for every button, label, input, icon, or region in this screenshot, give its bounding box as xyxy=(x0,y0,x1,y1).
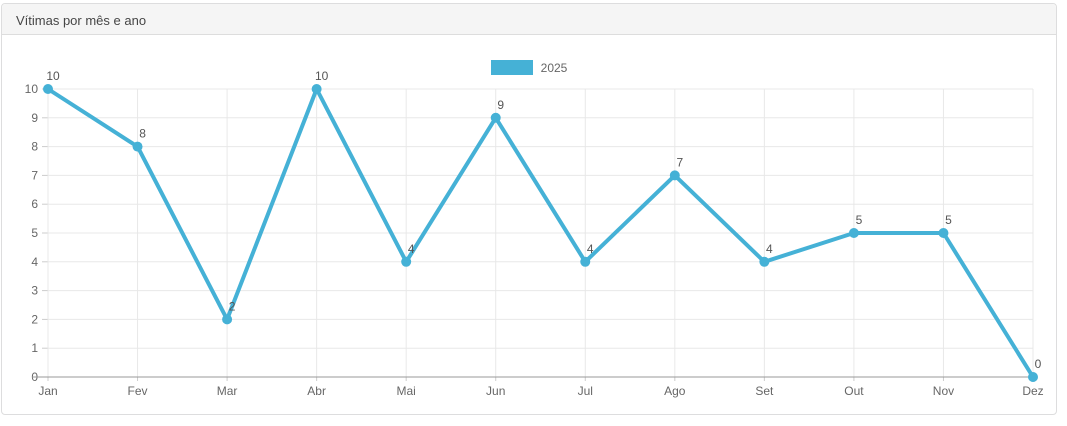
chart-title: Vítimas por mês e ano xyxy=(16,13,147,28)
y-tick-label: 10 xyxy=(25,82,39,96)
y-tick-label: 9 xyxy=(31,111,38,125)
data-point-label: 7 xyxy=(676,155,683,169)
data-point[interactable] xyxy=(938,228,949,238)
legend-swatch xyxy=(490,60,533,75)
chart-legend: 2025 xyxy=(2,60,1056,75)
data-point-label: 10 xyxy=(315,69,329,83)
x-tick-label: Ago xyxy=(664,384,686,398)
y-tick-label: 6 xyxy=(31,197,38,211)
data-point[interactable] xyxy=(490,112,501,123)
y-tick-label: 3 xyxy=(31,284,38,298)
data-point-label: 5 xyxy=(856,213,863,227)
data-point[interactable] xyxy=(401,256,412,267)
y-tick-label: 1 xyxy=(31,341,38,355)
data-point[interactable] xyxy=(132,141,143,152)
x-tick-label: Mar xyxy=(217,384,238,398)
legend-label: 2025 xyxy=(540,60,568,75)
data-point-label: 4 xyxy=(587,242,594,256)
chart-area: 2025 0 1 2 3 4 5 6 7 8 9 10 Jan Fev Mar Abr Mai Jun Jul Ag… xyxy=(2,35,1056,414)
y-tick-label: 8 xyxy=(31,140,38,154)
data-point[interactable] xyxy=(669,170,680,181)
data-point[interactable] xyxy=(759,256,770,267)
line-chart-canvas: 0 1 2 3 4 5 6 7 8 9 10 Jan Fev Mar Abr Mai Jun Jul Ago Set O… xyxy=(25,69,1044,398)
data-point-label: 4 xyxy=(408,242,415,256)
data-point[interactable] xyxy=(848,228,859,238)
data-point[interactable] xyxy=(1028,372,1038,382)
data-point-label: 4 xyxy=(766,242,773,256)
x-tick-label: Fev xyxy=(128,384,148,398)
x-tick-label: Out xyxy=(844,384,864,398)
y-tick-label: 5 xyxy=(31,226,38,240)
series-line-2025 xyxy=(46,87,1035,379)
x-tick-label: Jun xyxy=(486,384,505,398)
data-point-label: 5 xyxy=(945,213,952,227)
chart-card: Vítimas por mês e ano 2025 0 1 2 3 4 5 6 7 8 9 10 J… xyxy=(1,3,1057,415)
data-point-label: 10 xyxy=(46,69,60,83)
data-point-label: 2 xyxy=(229,299,236,313)
x-tick-label: Abr xyxy=(307,384,326,398)
data-point[interactable] xyxy=(311,84,322,94)
x-tick-label: Dez xyxy=(1022,384,1043,398)
x-tick-label: Mai xyxy=(397,384,416,398)
legend-item-2025[interactable]: 2025 xyxy=(490,60,568,75)
data-point-label: 0 xyxy=(1035,357,1042,371)
data-point[interactable] xyxy=(580,256,591,267)
y-tick-label: 2 xyxy=(31,312,38,326)
data-point[interactable] xyxy=(43,84,53,94)
x-tick-label: Jul xyxy=(578,384,593,398)
x-tick-label: Set xyxy=(755,384,774,398)
x-tick-label: Nov xyxy=(933,384,954,398)
y-tick-label: 4 xyxy=(31,255,38,269)
data-point-label: 8 xyxy=(139,127,146,141)
y-tick-label: 7 xyxy=(31,168,38,182)
card-header: Vítimas por mês e ano xyxy=(2,4,1056,35)
data-point-label: 9 xyxy=(497,98,504,112)
data-point[interactable] xyxy=(222,314,233,325)
x-tick-label: Jan xyxy=(38,384,57,398)
